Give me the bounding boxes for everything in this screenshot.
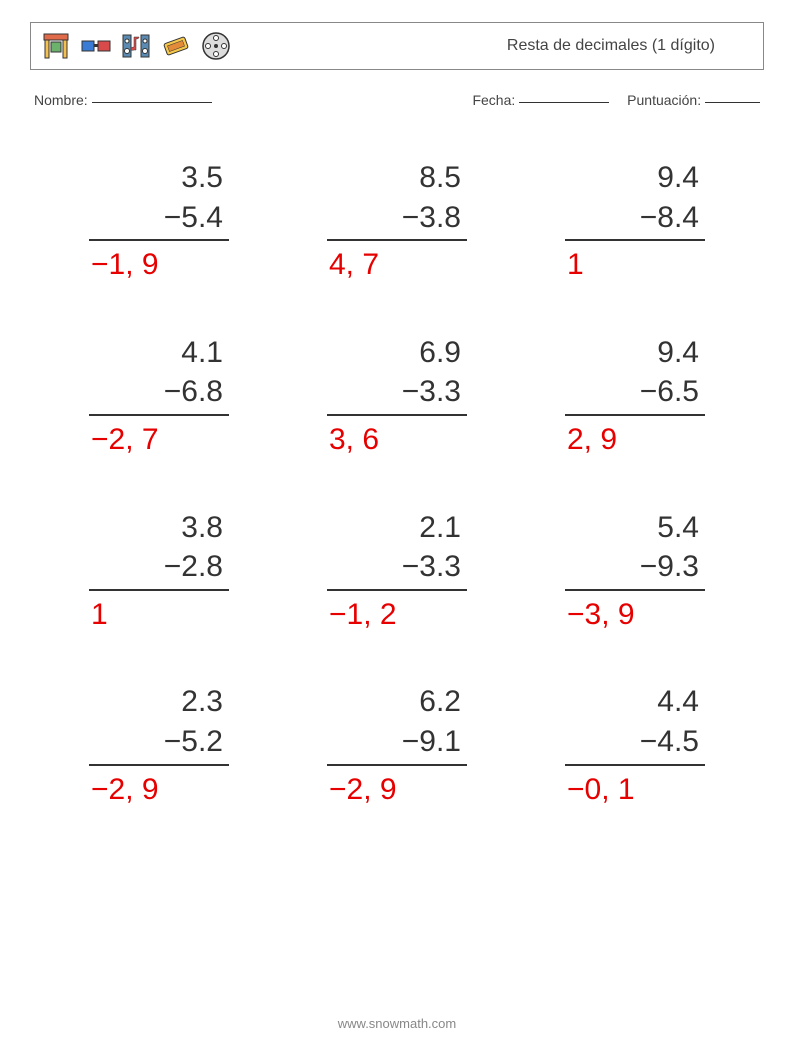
glasses-3d-icon: [79, 29, 113, 63]
rule-line: [89, 414, 229, 416]
problems-grid: 3.5−5.4−1, 98.5−3.84, 79.4−8.414.1−6.8−2…: [30, 158, 764, 809]
answer: −0, 1: [565, 770, 705, 810]
name-field: Nombre:: [34, 92, 212, 108]
answer: −2, 9: [327, 770, 467, 810]
info-fields: Nombre: Fecha: Puntuación:: [30, 92, 764, 108]
date-blank[interactable]: [519, 102, 609, 103]
subtrahend: −3.3: [327, 372, 467, 412]
minuend: 8.5: [327, 158, 467, 198]
minuend: 3.8: [89, 508, 229, 548]
rule-line: [89, 239, 229, 241]
rule-line: [327, 239, 467, 241]
problem: 6.9−3.3 3, 6: [327, 333, 467, 460]
problem: 5.4−9.3 −3, 9: [565, 508, 705, 635]
rule-line: [327, 414, 467, 416]
answer: 3, 6: [327, 420, 467, 460]
rule-line: [565, 239, 705, 241]
ticket-icon: [159, 29, 193, 63]
answer: 2, 9: [565, 420, 705, 460]
header-icons: [39, 29, 233, 63]
problem: 4.4−4.5 −0, 1: [565, 682, 705, 809]
subtrahend: −8.4: [565, 198, 705, 238]
problem: 9.4−6.5 2, 9: [565, 333, 705, 460]
film-reel-icon: [199, 29, 233, 63]
answer: 1: [89, 595, 229, 635]
problem: 3.5−5.4 −1, 9: [89, 158, 229, 285]
footer-url: www.snowmath.com: [0, 1016, 794, 1031]
answer: 4, 7: [327, 245, 467, 285]
rule-line: [89, 589, 229, 591]
problem: 6.2−9.1 −2, 9: [327, 682, 467, 809]
carousel-icon: [39, 29, 73, 63]
answer: −1, 2: [327, 595, 467, 635]
subtrahend: −9.1: [327, 722, 467, 762]
subtrahend: −5.4: [89, 198, 229, 238]
score-label: Puntuación:: [627, 92, 701, 108]
subtrahend: −9.3: [565, 547, 705, 587]
score-blank[interactable]: [705, 102, 760, 103]
answer: −1, 9: [89, 245, 229, 285]
rule-line: [327, 764, 467, 766]
worksheet-header: Resta de decimales (1 dígito): [30, 22, 764, 70]
rule-line: [565, 414, 705, 416]
rule-line: [89, 764, 229, 766]
minuend: 3.5: [89, 158, 229, 198]
minuend: 4.4: [565, 682, 705, 722]
minuend: 6.2: [327, 682, 467, 722]
minuend: 2.1: [327, 508, 467, 548]
speakers-icon: [119, 29, 153, 63]
answer: −2, 9: [89, 770, 229, 810]
rule-line: [565, 764, 705, 766]
problem: 2.1−3.3 −1, 2: [327, 508, 467, 635]
subtrahend: −4.5: [565, 722, 705, 762]
name-label: Nombre:: [34, 92, 88, 108]
subtrahend: −2.8: [89, 547, 229, 587]
minuend: 6.9: [327, 333, 467, 373]
name-blank[interactable]: [92, 102, 212, 103]
rule-line: [327, 589, 467, 591]
answer: −3, 9: [565, 595, 705, 635]
problem: 4.1−6.8 −2, 7: [89, 333, 229, 460]
subtrahend: −3.8: [327, 198, 467, 238]
worksheet-title: Resta de decimales (1 dígito): [507, 37, 755, 55]
subtrahend: −6.8: [89, 372, 229, 412]
minuend: 2.3: [89, 682, 229, 722]
date-label: Fecha:: [472, 92, 515, 108]
score-field: Puntuación:: [627, 92, 760, 108]
answer: 1: [565, 245, 705, 285]
minuend: 9.4: [565, 158, 705, 198]
rule-line: [565, 589, 705, 591]
problem: 2.3−5.2 −2, 9: [89, 682, 229, 809]
minuend: 5.4: [565, 508, 705, 548]
minuend: 9.4: [565, 333, 705, 373]
minuend: 4.1: [89, 333, 229, 373]
date-field: Fecha:: [472, 92, 609, 108]
subtrahend: −6.5: [565, 372, 705, 412]
problem: 9.4−8.4 1: [565, 158, 705, 285]
problem: 8.5−3.8 4, 7: [327, 158, 467, 285]
subtrahend: −3.3: [327, 547, 467, 587]
problem: 3.8−2.8 1: [89, 508, 229, 635]
answer: −2, 7: [89, 420, 229, 460]
subtrahend: −5.2: [89, 722, 229, 762]
